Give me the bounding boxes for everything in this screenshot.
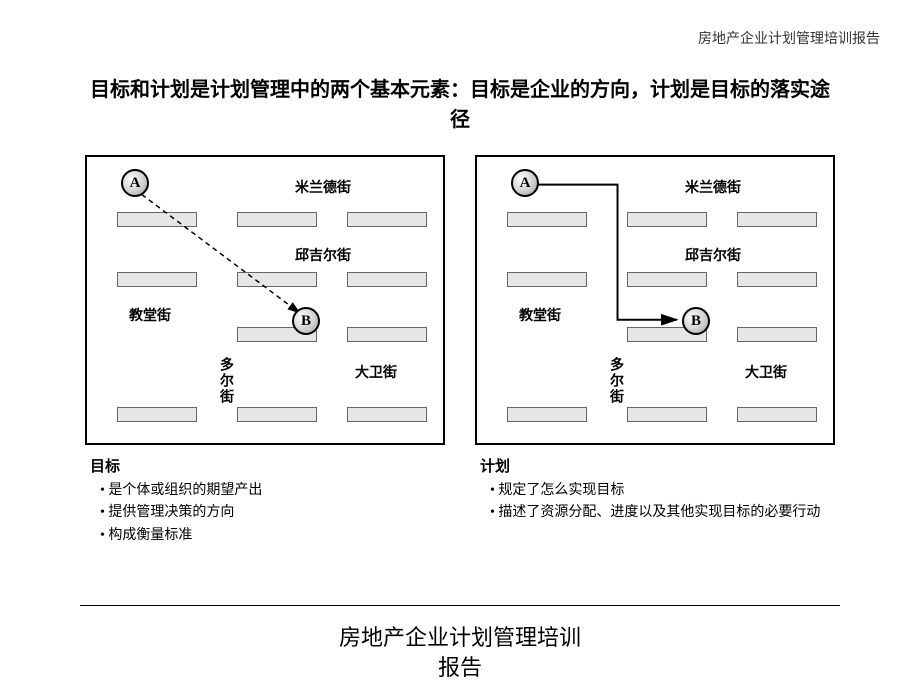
street-block	[347, 212, 427, 227]
list-item: 提供管理决策的方向	[100, 502, 445, 524]
street-block	[117, 212, 197, 227]
node-b: B	[682, 307, 710, 335]
street-block	[117, 407, 197, 422]
left-desc: 目标 是个体或组织的期望产出提供管理决策的方向构成衡量标准	[85, 455, 445, 547]
arrow-svg	[477, 157, 833, 443]
street-block	[507, 407, 587, 422]
left-desc-list: 是个体或组织的期望产出提供管理决策的方向构成衡量标准	[90, 480, 445, 547]
street-label-milande: 米兰德街	[295, 177, 351, 197]
street-label-duoer: 多尔街	[605, 357, 625, 405]
street-block	[737, 407, 817, 422]
street-block	[737, 212, 817, 227]
right-desc-title: 计划	[480, 455, 835, 476]
right-desc: 计划 规定了怎么实现目标描述了资源分配、进度以及其他实现目标的必要行动	[475, 455, 835, 525]
street-block	[737, 272, 817, 287]
footer-divider	[80, 605, 840, 606]
street-block	[117, 272, 197, 287]
list-item: 规定了怎么实现目标	[490, 480, 835, 502]
left-panel-wrap: 米兰德街邱吉尔街教堂街大卫街 多尔街 A B 目标 是个体或组织的期望产出提供管理决策…	[85, 155, 445, 547]
right-panel-wrap: 米兰德街邱吉尔街教堂街大卫街 多尔街 A B 计划 规定了怎么实现目标描述了资源分配、…	[475, 155, 835, 547]
left-desc-title: 目标	[90, 455, 445, 476]
street-block	[627, 407, 707, 422]
list-item: 是个体或组织的期望产出	[100, 480, 445, 502]
street-label-qiujier: 邱吉尔街	[685, 245, 741, 265]
street-block	[237, 272, 317, 287]
street-label-dawei: 大卫街	[355, 362, 397, 382]
right-desc-list: 规定了怎么实现目标描述了资源分配、进度以及其他实现目标的必要行动	[480, 480, 835, 525]
street-block	[627, 212, 707, 227]
header-text: 房地产企业计划管理培训报告	[698, 28, 880, 48]
street-label-jiaotang: 教堂街	[129, 305, 171, 325]
list-item: 描述了资源分配、进度以及其他实现目标的必要行动	[490, 502, 835, 524]
arrow-svg	[87, 157, 443, 443]
street-block	[237, 407, 317, 422]
street-label-qiujier: 邱吉尔街	[295, 245, 351, 265]
right-panel: 米兰德街邱吉尔街教堂街大卫街 多尔街 A B	[475, 155, 835, 445]
street-block	[347, 327, 427, 342]
street-block	[737, 327, 817, 342]
street-label-duoer: 多尔街	[215, 357, 235, 405]
page-title: 目标和计划是计划管理中的两个基本元素：目标是企业的方向，计划是目标的落实途径	[0, 75, 920, 135]
street-block	[347, 407, 427, 422]
left-panel: 米兰德街邱吉尔街教堂街大卫街 多尔街 A B	[85, 155, 445, 445]
footer-line1: 房地产企业计划管理培训	[0, 620, 920, 652]
street-block	[507, 272, 587, 287]
node-b: B	[292, 307, 320, 335]
node-a: A	[121, 169, 149, 197]
street-block	[507, 212, 587, 227]
street-block	[237, 212, 317, 227]
footer-line2: 报告	[0, 650, 920, 682]
street-label-milande: 米兰德街	[685, 177, 741, 197]
street-label-dawei: 大卫街	[745, 362, 787, 382]
list-item: 构成衡量标准	[100, 525, 445, 547]
street-block	[347, 272, 427, 287]
street-block	[627, 272, 707, 287]
node-a: A	[511, 169, 539, 197]
street-label-jiaotang: 教堂街	[519, 305, 561, 325]
panels-container: 米兰德街邱吉尔街教堂街大卫街 多尔街 A B 目标 是个体或组织的期望产出提供管理决策…	[85, 155, 835, 547]
